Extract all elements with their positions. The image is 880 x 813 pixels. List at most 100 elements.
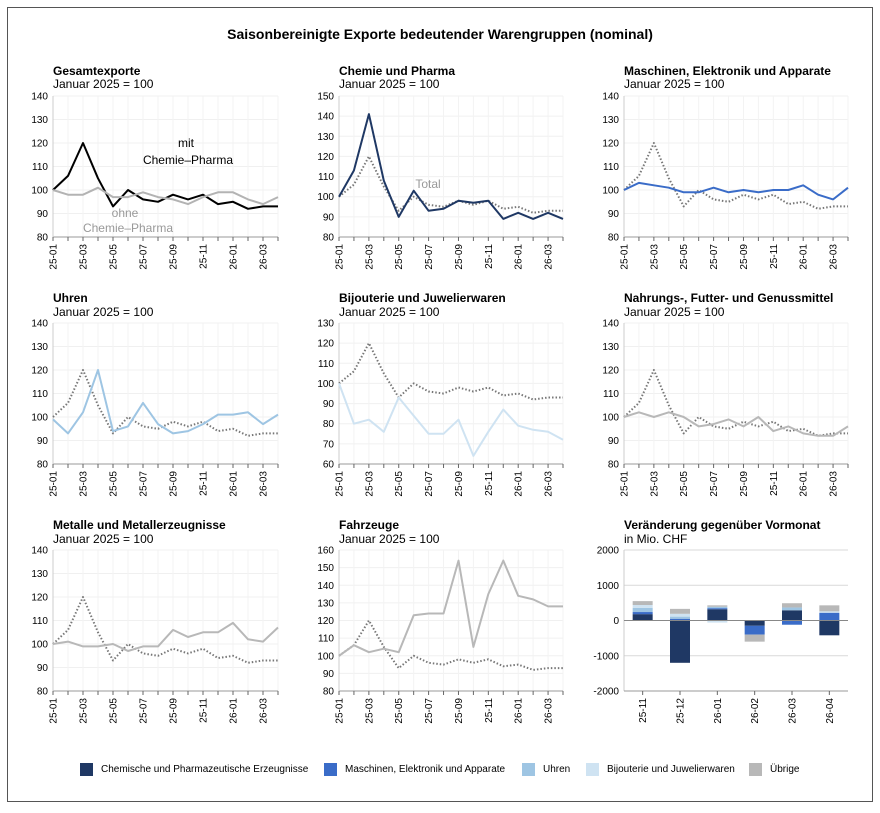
y-tick-label: 100 (31, 413, 48, 424)
y-tick-label: 110 (32, 616, 48, 627)
legend-item-uhren: Uhren (522, 762, 570, 776)
bar-segment-uebrige (670, 608, 690, 614)
panel-title: Chemie und Pharma (339, 64, 455, 78)
panel-subtitle: Januar 2025 = 100 (339, 532, 440, 546)
x-tick-label: 25-01 (620, 244, 631, 270)
y-tick-label: 120 (317, 339, 334, 350)
y-tick-label: 80 (37, 687, 49, 698)
series-line-chemie (338, 113, 564, 220)
legend-label-bijouterie: Bijouterie und Juwelierwaren (607, 763, 735, 775)
y-tick-label: 80 (323, 687, 335, 698)
x-tick-label: 25-01 (49, 244, 60, 270)
y-tick-label: 80 (608, 460, 620, 471)
x-tick-label: 25-11 (769, 244, 780, 269)
annotation-label: ohne (112, 206, 139, 220)
y-tick-label: 130 (31, 569, 48, 580)
y-tick-label: 90 (608, 436, 620, 447)
x-tick-label: 25-07 (139, 698, 150, 724)
y-tick-label: 120 (31, 139, 48, 150)
legend-label-uebrige: Übrige (770, 763, 800, 775)
x-tick-label: 25-05 (109, 698, 120, 724)
x-tick-label: 25-01 (49, 471, 60, 497)
panel-title: Fahrzeuge (339, 518, 399, 532)
bar-segment-uebrige (819, 605, 840, 612)
bar-segment-bijouterie (819, 611, 840, 613)
x-tick-label: 25-03 (79, 244, 90, 270)
x-tick-label: 25-05 (109, 244, 120, 270)
series-line-total (338, 155, 563, 214)
y-tick-label: 90 (323, 669, 335, 680)
y-tick-label: 100 (317, 379, 334, 390)
y-tick-label: 80 (37, 460, 49, 471)
panel-subtitle: Januar 2025 = 100 (339, 305, 440, 319)
legend-label-maschinen: Maschinen, Elektronik und Apparate (345, 763, 506, 775)
bar-segment-bijouterie (632, 604, 653, 608)
y-tick-label: 140 (31, 319, 48, 330)
x-tick-label: 25-09 (169, 698, 180, 724)
x-tick-label: 26-03 (544, 698, 555, 724)
x-tick-label: 26-03 (544, 244, 555, 270)
y-tick-label: 110 (603, 162, 619, 173)
legend-item-maschinen: Maschinen, Elektronik und Apparate (324, 762, 505, 776)
x-tick-label: 26-03 (544, 471, 555, 497)
series-line-uebrige (338, 559, 563, 657)
x-tick-label: 25-07 (709, 244, 720, 270)
y-tick-label: 130 (317, 132, 334, 143)
y-tick-label: 150 (317, 563, 334, 574)
x-tick-label: 25-05 (679, 244, 690, 270)
annotation-label: Chemie–Pharma (143, 153, 233, 167)
y-tick-label: 80 (323, 419, 335, 430)
y-tick-label: 90 (37, 209, 49, 220)
x-tick-label: 25-07 (139, 471, 150, 497)
x-tick-label: 26-03 (829, 471, 840, 497)
bar-segment-uhren (707, 606, 728, 609)
x-tick-label: 25-01 (335, 244, 346, 270)
bar-segment-chemie (707, 609, 728, 621)
y-tick-label: 60 (323, 460, 335, 471)
x-tick-label: 25-11 (484, 698, 495, 723)
x-tick-label: 25-01 (335, 698, 346, 724)
series-line-total (52, 369, 278, 437)
y-tick-label: 100 (317, 651, 334, 662)
y-tick-label: 130 (317, 598, 334, 609)
bar-segment-maschinen (632, 612, 653, 615)
x-tick-label: 25-05 (394, 698, 405, 724)
y-tick-label: 0 (613, 616, 619, 627)
y-tick-label: 110 (32, 389, 48, 400)
y-tick-label: 100 (602, 186, 619, 197)
panel-title: Bijouterie und Juwelierwaren (339, 291, 506, 305)
panel-subtitle: Januar 2025 = 100 (53, 77, 154, 91)
y-tick-label: 130 (317, 319, 334, 330)
x-tick-label: 26-01 (799, 471, 810, 497)
x-tick-label: 25-07 (424, 471, 435, 497)
panel-title: Maschinen, Elektronik und Apparate (624, 64, 831, 78)
bar-segment-uebrige (632, 601, 653, 605)
y-tick-label: 80 (323, 233, 335, 244)
x-tick-label: 25-03 (364, 244, 375, 270)
y-tick-label: 160 (317, 546, 334, 557)
x-tick-label: 26-03 (259, 471, 270, 497)
x-tick-label: 25-11 (199, 471, 210, 496)
y-tick-label: 110 (318, 172, 334, 183)
annotation-label: Chemie–Pharma (83, 221, 173, 235)
x-tick-label: 25-11 (484, 471, 495, 496)
x-tick-label: 25-03 (649, 471, 660, 497)
panel-subtitle: in Mio. CHF (624, 532, 687, 546)
y-tick-label: 110 (603, 389, 619, 400)
x-tick-label: 26-01 (514, 244, 525, 270)
bar-segment-chemie (744, 620, 765, 626)
x-tick-label: 25-03 (79, 471, 90, 497)
series-line-uebrige (623, 411, 849, 437)
y-tick-label: 130 (602, 115, 619, 126)
y-tick-label: 1000 (597, 581, 620, 592)
bar-segment-maschinen (670, 618, 690, 621)
y-tick-label: 100 (31, 186, 48, 197)
y-tick-label: 140 (317, 112, 334, 123)
bar-segment-maschinen (744, 625, 765, 635)
series-line-total (338, 619, 563, 671)
series-line-total (623, 369, 848, 437)
bar-segment-uebrige (744, 634, 765, 642)
y-tick-label: 130 (31, 115, 48, 126)
panel-title: Nahrungs-, Futter- und Genussmittel (624, 291, 833, 305)
